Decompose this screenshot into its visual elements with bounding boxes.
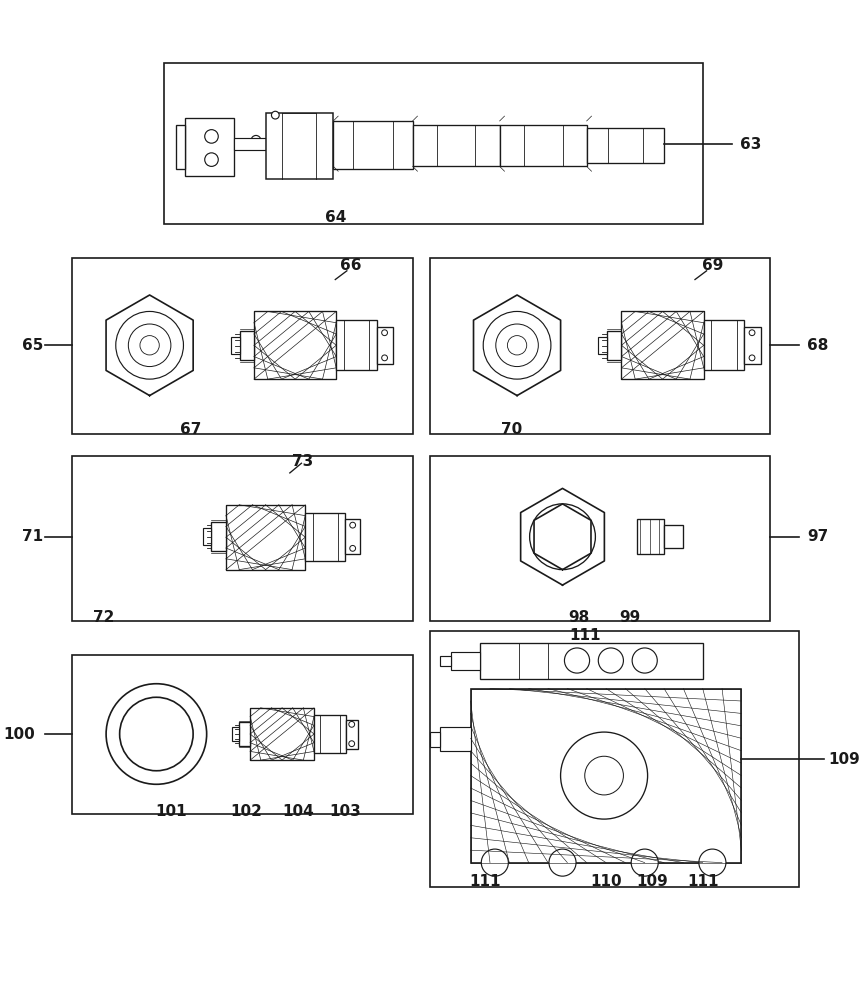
Circle shape	[749, 330, 755, 336]
Bar	[234, 138, 266, 150]
Circle shape	[564, 648, 590, 673]
Bar	[481, 643, 703, 679]
Bar	[212, 522, 226, 551]
Bar	[664, 525, 684, 548]
Circle shape	[549, 849, 576, 876]
Circle shape	[205, 153, 218, 166]
Circle shape	[699, 849, 726, 876]
Bar	[186, 118, 234, 176]
Bar	[439, 727, 470, 751]
Circle shape	[585, 756, 624, 795]
Circle shape	[482, 849, 508, 876]
Text: 100: 100	[3, 727, 35, 742]
Bar	[72, 258, 413, 434]
Bar	[470, 689, 741, 863]
Bar	[334, 121, 413, 169]
Circle shape	[140, 336, 159, 355]
Text: 103: 103	[329, 804, 361, 819]
Text: 67: 67	[180, 422, 201, 437]
Text: 98: 98	[568, 610, 590, 625]
Circle shape	[205, 130, 218, 143]
Text: 69: 69	[702, 258, 723, 273]
Circle shape	[128, 324, 171, 367]
Bar	[314, 715, 346, 753]
Bar	[230, 337, 240, 354]
Circle shape	[382, 355, 388, 361]
Bar	[346, 720, 359, 749]
Bar	[238, 722, 250, 746]
Circle shape	[530, 504, 595, 570]
Text: 68: 68	[808, 338, 828, 353]
Bar	[439, 656, 452, 666]
Circle shape	[632, 648, 657, 673]
Circle shape	[599, 648, 624, 673]
Circle shape	[272, 111, 280, 119]
Text: 101: 101	[155, 804, 187, 819]
Bar	[175, 125, 186, 169]
Text: 109: 109	[636, 874, 668, 889]
Bar	[377, 327, 393, 364]
Circle shape	[120, 697, 194, 771]
Bar	[336, 320, 377, 370]
Bar	[430, 631, 800, 887]
Bar	[305, 513, 345, 561]
Text: 71: 71	[22, 529, 43, 544]
Text: 63: 63	[740, 137, 762, 152]
Bar	[637, 519, 664, 554]
Circle shape	[350, 522, 355, 528]
Text: 111: 111	[470, 874, 501, 889]
Circle shape	[561, 732, 648, 819]
Text: 65: 65	[22, 338, 43, 353]
Circle shape	[350, 545, 355, 551]
Bar	[203, 528, 212, 545]
Bar	[500, 125, 587, 166]
Text: 111: 111	[569, 628, 600, 643]
Bar	[72, 456, 413, 621]
Text: 97: 97	[808, 529, 828, 544]
Circle shape	[106, 684, 206, 784]
Text: 110: 110	[590, 874, 622, 889]
Bar	[599, 337, 607, 354]
Bar	[744, 327, 761, 364]
Bar	[164, 63, 703, 224]
Text: 111: 111	[687, 874, 718, 889]
Circle shape	[496, 324, 538, 367]
Bar	[622, 311, 703, 379]
Circle shape	[382, 330, 388, 336]
Circle shape	[251, 135, 261, 145]
Bar	[226, 505, 305, 570]
Text: 64: 64	[324, 210, 346, 225]
Bar	[240, 331, 254, 360]
Text: 70: 70	[501, 422, 522, 437]
Circle shape	[507, 336, 526, 355]
Circle shape	[116, 311, 183, 379]
Text: 109: 109	[828, 752, 860, 767]
Bar	[430, 456, 771, 621]
Bar	[266, 113, 334, 179]
Circle shape	[349, 741, 354, 747]
Circle shape	[749, 355, 755, 361]
Text: 66: 66	[340, 258, 361, 273]
Circle shape	[483, 311, 551, 379]
Bar	[607, 331, 622, 360]
Bar	[232, 727, 238, 741]
Text: 73: 73	[292, 454, 313, 469]
Text: 99: 99	[619, 610, 641, 625]
Bar	[703, 320, 744, 370]
Bar	[413, 125, 500, 166]
Bar	[250, 708, 314, 760]
Bar	[452, 652, 481, 670]
Text: 72: 72	[93, 610, 114, 625]
Bar	[430, 258, 771, 434]
Bar	[72, 655, 413, 814]
Bar	[345, 519, 360, 554]
Text: 104: 104	[283, 804, 315, 819]
Bar	[587, 128, 664, 163]
Circle shape	[349, 721, 354, 727]
Bar	[430, 732, 439, 747]
Text: 102: 102	[230, 804, 262, 819]
Bar	[254, 311, 336, 379]
Circle shape	[631, 849, 658, 876]
